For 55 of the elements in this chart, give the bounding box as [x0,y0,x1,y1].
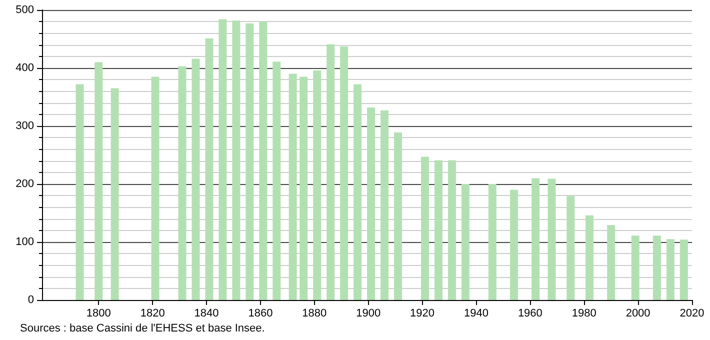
x-tick-label: 1800 [86,308,111,320]
x-tick-label: 2020 [680,308,704,320]
bar [420,156,429,300]
bar [548,178,556,300]
bar [246,23,254,300]
bar [192,58,200,300]
bar [631,236,640,300]
x-tick-label: 1880 [302,308,327,320]
bar [178,66,186,300]
bar [232,20,240,300]
bar [340,46,348,300]
bar [354,84,362,300]
bar [394,132,402,300]
bar [326,44,335,300]
bar [666,239,674,300]
bar [205,38,214,300]
bar [110,88,119,300]
x-tick-label: 1920 [410,308,435,320]
bar [380,110,389,300]
bar [288,74,297,300]
bar [586,215,594,300]
bar [652,236,661,300]
bar [680,240,688,300]
bar [272,62,281,300]
bar [448,160,456,300]
bar [607,225,616,300]
bar [367,107,376,300]
bar [488,184,496,300]
bar [218,19,227,300]
bar [151,76,160,300]
y-tick-label: 300 [16,120,34,132]
y-tick-label: 200 [16,178,34,190]
bar [313,70,322,300]
bar [300,76,308,300]
bar [532,178,540,300]
y-tick-label: 400 [16,62,34,74]
source-note: Sources : base Cassini de l'EHESS et base Insee. [20,322,265,334]
y-tick-label: 500 [16,4,34,16]
x-tick-label: 1860 [248,308,273,320]
x-tick-label: 1940 [464,308,488,320]
y-tick-label: 0 [28,294,34,306]
x-tick-label: 1960 [518,308,542,320]
bar [434,160,442,300]
bar [566,196,575,300]
x-tick-label: 1820 [140,308,165,320]
bar [510,190,518,300]
x-tick-label: 1980 [572,308,596,320]
x-tick-label: 1840 [194,308,219,320]
bar [461,184,470,300]
bar [76,84,84,300]
x-tick-label: 1900 [356,308,381,320]
bar [259,22,268,300]
x-tick-label: 2000 [626,308,650,320]
y-tick-label: 100 [16,236,34,248]
bar [94,62,103,300]
